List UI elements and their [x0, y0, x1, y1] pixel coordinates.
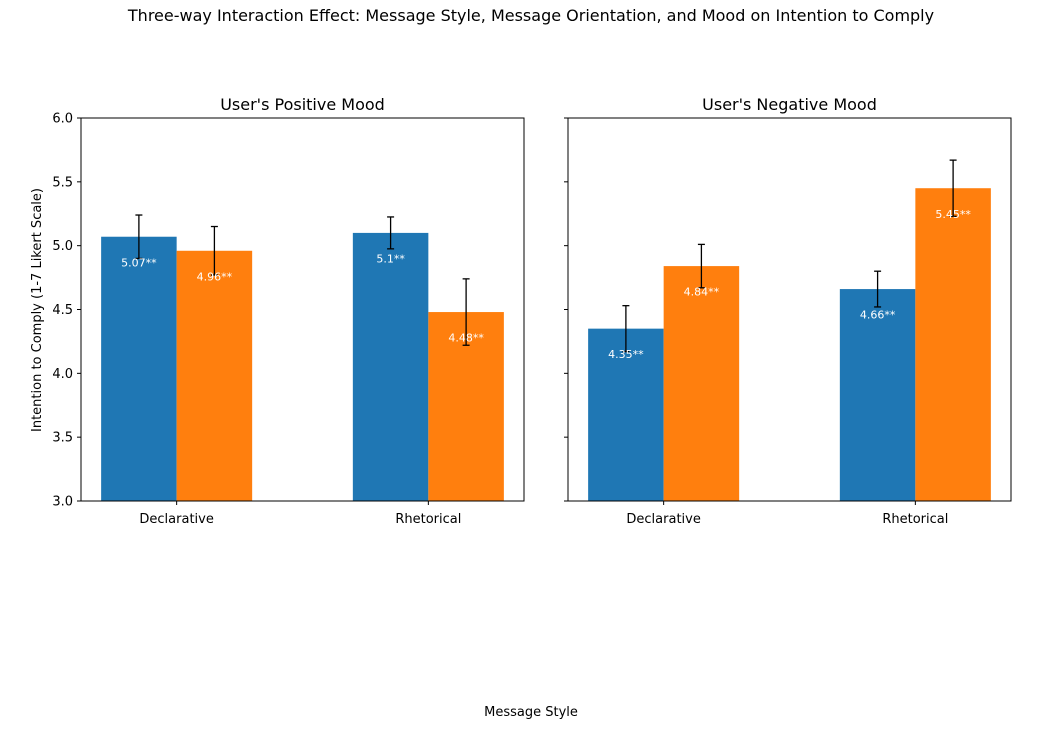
bar	[588, 328, 664, 501]
data-label: 4.66**	[860, 309, 896, 322]
data-label: 4.84**	[684, 286, 720, 299]
x-tick-label: Rhetorical	[395, 512, 461, 527]
chart-title: Three-way Interaction Effect: Message St…	[127, 6, 934, 25]
y-tick-label: 5.0	[52, 239, 73, 254]
y-tick-label: 5.5	[52, 175, 73, 190]
y-tick-label: 3.0	[52, 495, 73, 510]
bar	[352, 232, 429, 501]
y-tick-label: 4.5	[52, 303, 73, 318]
panel-0: User's Positive Mood 5.07** 4.96** Declarat…	[52, 95, 525, 527]
bar	[176, 250, 253, 501]
data-label: 4.96**	[197, 270, 233, 283]
bar	[663, 266, 740, 501]
panel-1: User's Negative Mood 4.35** 4.84** Declarat…	[564, 95, 1012, 527]
y-axis-label: Intention to Comply (1-7 Likert Scale)	[30, 188, 45, 432]
bar	[915, 188, 991, 501]
data-label: 4.35**	[608, 348, 644, 361]
data-label: 5.45**	[935, 208, 971, 221]
data-label: 5.07**	[121, 256, 157, 269]
y-tick-label: 4.0	[52, 367, 73, 382]
data-label: 5.1**	[376, 252, 405, 265]
panel-title: User's Positive Mood	[220, 95, 385, 114]
y-tick-label: 3.5	[52, 431, 73, 446]
x-tick-label: Rhetorical	[882, 512, 948, 527]
x-axis-label: Message Style	[484, 705, 578, 720]
bar	[839, 289, 916, 501]
panel-title: User's Negative Mood	[702, 95, 877, 114]
axes-frame	[80, 117, 525, 502]
bar	[101, 236, 177, 502]
data-label: 4.48**	[448, 332, 484, 345]
y-tick-label: 6.0	[52, 112, 73, 127]
axes-frame	[567, 117, 1012, 502]
x-tick-label: Declarative	[139, 512, 213, 527]
x-tick-label: Declarative	[626, 512, 700, 527]
